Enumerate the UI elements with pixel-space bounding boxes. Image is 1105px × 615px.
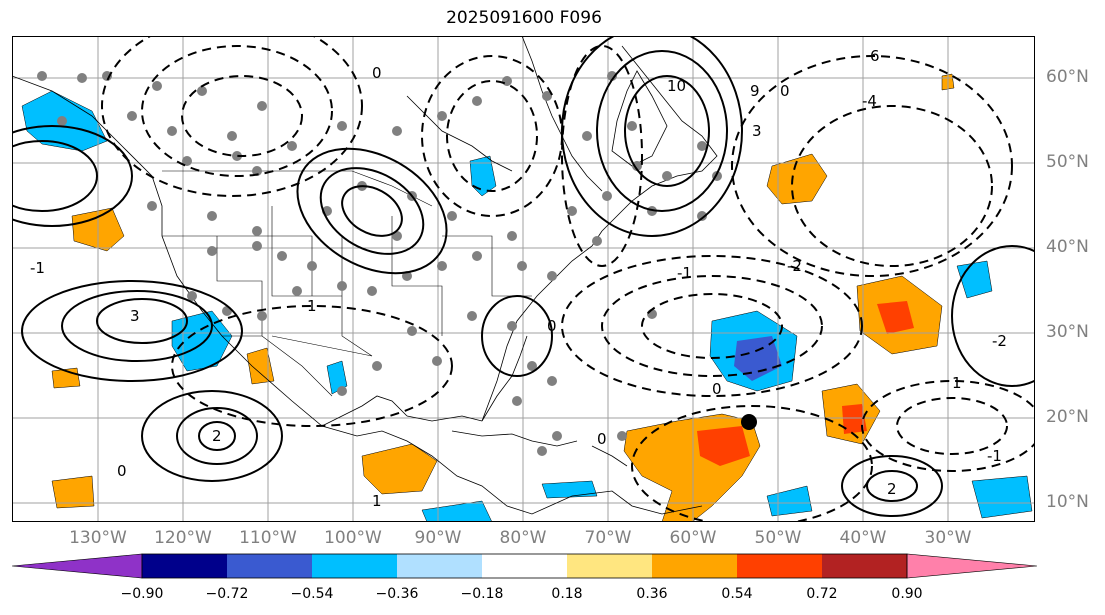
contour-label: -2	[992, 332, 1007, 350]
contour-label: 0	[117, 462, 127, 480]
contour-label: 1	[307, 297, 317, 315]
contour-label: 2	[887, 480, 897, 498]
colorbar-segment	[142, 554, 227, 578]
graticule-lines	[12, 36, 1035, 522]
contour-label: -4	[862, 92, 877, 110]
map-frame	[12, 36, 1035, 522]
contour-label: 0	[372, 64, 382, 82]
contour-label: 0	[712, 380, 722, 398]
contour-label: 3	[130, 307, 140, 325]
colorbar-frame	[141, 553, 908, 579]
lat-label: 50°N	[1046, 152, 1089, 172]
contour-label: -1	[987, 447, 1002, 465]
lon-label: 80°W	[499, 528, 547, 548]
contour-label: 6	[870, 47, 880, 65]
contour-label: 0	[597, 430, 607, 448]
contour-label: -1	[677, 264, 692, 282]
lon-label: 70°W	[584, 528, 632, 548]
map-title: 2025091600 F096	[446, 8, 602, 28]
dashed-contour-lines	[101, 36, 1035, 522]
colorbar-segment	[822, 554, 907, 578]
colorbar-segment	[397, 554, 482, 578]
storm-center-marker	[741, 414, 757, 430]
lon-label: 50°W	[754, 528, 802, 548]
coastlines	[12, 36, 718, 515]
lon-label: 90°W	[414, 528, 462, 548]
lat-label: 60°N	[1046, 67, 1089, 87]
colorbar-tick: −0.90	[120, 586, 164, 602]
contour-label: 1	[952, 374, 962, 392]
contour-label: -1	[30, 259, 45, 277]
contour-label: 0	[780, 82, 790, 100]
colorbar-segment	[567, 554, 652, 578]
lon-label: 110°W	[239, 528, 297, 548]
contour-label: 10	[667, 77, 686, 95]
lat-label: 20°N	[1046, 407, 1089, 427]
lon-label: 60°W	[669, 528, 717, 548]
shaded-anomalies	[21, 73, 1033, 522]
colorbar-tick: 0.36	[636, 586, 668, 602]
colorbar-extension-high	[906, 553, 1038, 579]
colorbar-tick: −0.72	[205, 586, 249, 602]
colorbar-segment	[737, 554, 822, 578]
colorbar-tick: −0.18	[460, 586, 504, 602]
colorbar-tick: 0.90	[891, 586, 923, 602]
colorbar-tick: −0.36	[375, 586, 419, 602]
colorbar-extension-low	[11, 553, 143, 579]
lat-label: 10°N	[1046, 492, 1089, 512]
contour-label: 1	[372, 492, 382, 510]
contour-label: 3	[752, 122, 762, 140]
colorbar-tick: 0.18	[551, 586, 583, 602]
lon-label: 100°W	[324, 528, 382, 548]
forecast-map: -1 3 2 0 10 9 3 0 -4 6 -2 0 -2 -1 2 1 0 …	[12, 36, 1035, 522]
colorbar-tick: 0.72	[806, 586, 838, 602]
colorbar-segment	[652, 554, 737, 578]
lon-label: 40°W	[839, 528, 887, 548]
colorbar-segment	[482, 554, 567, 578]
contour-label: -2	[787, 257, 802, 275]
colorbar-tick: 0.54	[721, 586, 753, 602]
colorbar-tick: −0.54	[290, 586, 334, 602]
lon-label: 30°W	[924, 528, 972, 548]
contour-label: 2	[212, 427, 222, 445]
contour-labels: -1 3 2 0 10 9 3 0 -4 6 -2 0 -2 -1 2 1 0 …	[30, 47, 1007, 510]
lat-label: 40°N	[1046, 237, 1089, 257]
contour-lines	[12, 36, 1035, 517]
lon-label: 130°W	[69, 528, 127, 548]
colorbar	[11, 553, 1038, 579]
colorbar-segment	[227, 554, 312, 578]
contour-label: 0	[547, 317, 557, 335]
lon-label: 120°W	[154, 528, 212, 548]
lat-label: 30°N	[1046, 322, 1089, 342]
contour-label: 9	[750, 82, 760, 100]
station-markers	[37, 71, 722, 456]
colorbar-segment	[312, 554, 397, 578]
